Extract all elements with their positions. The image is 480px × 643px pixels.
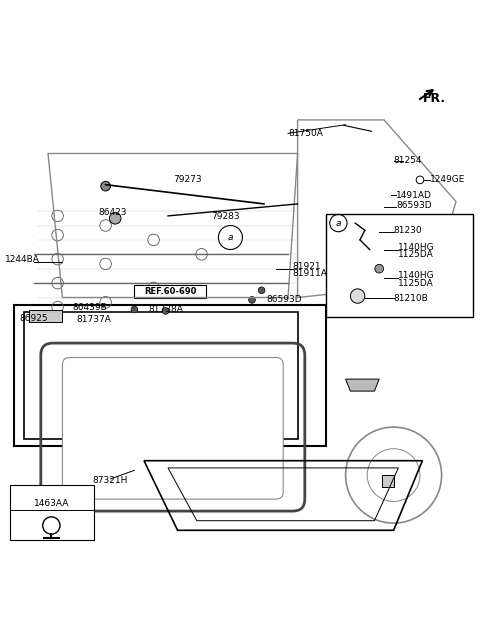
Text: 86925: 86925 — [19, 314, 48, 323]
Circle shape — [258, 287, 265, 294]
Polygon shape — [346, 379, 379, 391]
Circle shape — [350, 289, 365, 303]
Text: 79283: 79283 — [211, 212, 240, 221]
Bar — [326, 213, 473, 317]
Text: 1249GE: 1249GE — [430, 176, 465, 185]
Polygon shape — [382, 475, 394, 487]
FancyBboxPatch shape — [134, 285, 206, 298]
Text: FR.: FR. — [422, 92, 445, 105]
Circle shape — [375, 264, 384, 273]
Text: 81921: 81921 — [293, 262, 322, 271]
Text: 81738A: 81738A — [149, 305, 184, 314]
Text: 81750A: 81750A — [288, 129, 323, 138]
Text: 81210B: 81210B — [394, 294, 428, 303]
Text: 86593D: 86593D — [266, 295, 302, 304]
FancyBboxPatch shape — [62, 358, 283, 499]
Text: 79273: 79273 — [173, 176, 202, 185]
Text: 1125DA: 1125DA — [398, 278, 434, 287]
Text: 86593D: 86593D — [396, 201, 432, 210]
Circle shape — [109, 213, 121, 224]
Circle shape — [249, 296, 255, 303]
Text: 81254: 81254 — [394, 156, 422, 165]
Text: 1140HG: 1140HG — [398, 242, 435, 251]
Text: 1140HG: 1140HG — [398, 271, 435, 280]
Text: 81230: 81230 — [394, 226, 422, 235]
Text: 1125DA: 1125DA — [398, 249, 434, 258]
Text: 86423: 86423 — [98, 208, 127, 217]
Text: 81911A: 81911A — [293, 269, 328, 278]
Text: a: a — [336, 219, 341, 228]
Text: REF.60-690: REF.60-690 — [144, 287, 197, 296]
Circle shape — [162, 307, 169, 314]
Circle shape — [101, 181, 110, 191]
Text: 1491AD: 1491AD — [396, 191, 432, 200]
Text: 81737A: 81737A — [77, 314, 112, 323]
Polygon shape — [29, 309, 62, 322]
Text: 86439B: 86439B — [72, 303, 107, 312]
Text: 1244BA: 1244BA — [5, 255, 40, 264]
Text: 1463AA: 1463AA — [34, 500, 69, 509]
Circle shape — [131, 306, 138, 313]
Text: 87321H: 87321H — [93, 476, 128, 485]
Bar — [10, 485, 94, 540]
Text: a: a — [228, 233, 233, 242]
